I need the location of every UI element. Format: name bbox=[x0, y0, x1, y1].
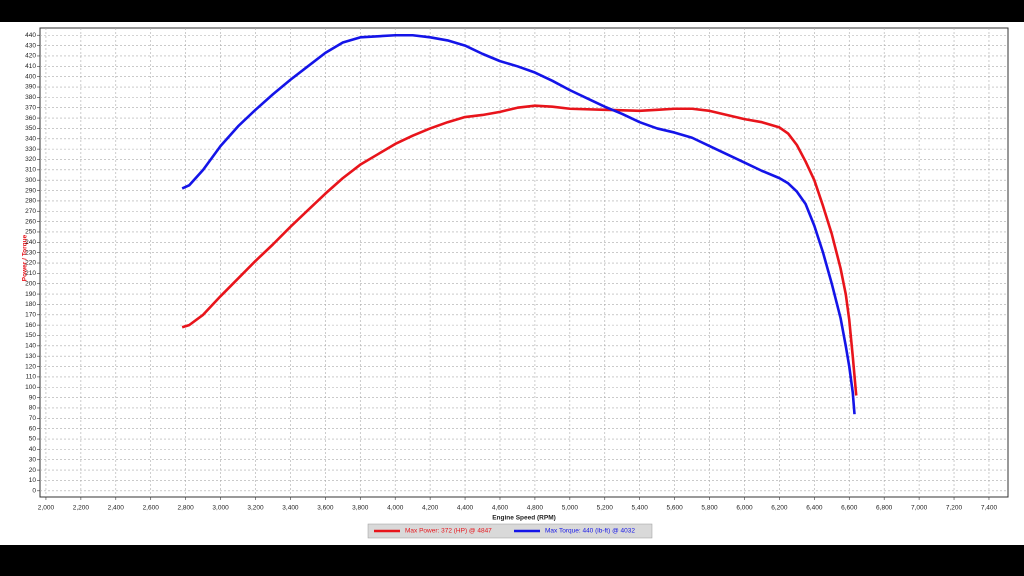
y-tick-label: 390 bbox=[25, 84, 36, 91]
y-tick-label: 200 bbox=[25, 280, 36, 287]
x-tick-label: 7,400 bbox=[981, 505, 998, 512]
x-tick-label: 2,800 bbox=[178, 505, 195, 512]
x-tick-label: 2,000 bbox=[38, 505, 55, 512]
x-tick-label: 7,000 bbox=[911, 505, 928, 512]
y-tick-label: 250 bbox=[25, 229, 36, 236]
y-tick-label: 240 bbox=[25, 239, 36, 246]
y-tick-label: 40 bbox=[29, 446, 37, 453]
x-tick-label: 5,600 bbox=[666, 505, 683, 512]
x-tick-label: 3,600 bbox=[317, 505, 334, 512]
y-tick-label: 410 bbox=[25, 63, 36, 70]
y-tick-label: 420 bbox=[25, 53, 36, 60]
y-tick-label: 0 bbox=[32, 488, 36, 495]
x-tick-label: 4,600 bbox=[492, 505, 509, 512]
x-tick-label: 6,200 bbox=[771, 505, 788, 512]
x-tick-label: 2,400 bbox=[108, 505, 125, 512]
y-tick-label: 220 bbox=[25, 260, 36, 267]
x-tick-label: 2,200 bbox=[73, 505, 90, 512]
y-tick-label: 400 bbox=[25, 73, 36, 80]
y-tick-label: 290 bbox=[25, 187, 36, 194]
y-tick-label: 120 bbox=[25, 363, 36, 370]
legend bbox=[367, 523, 653, 539]
x-tick-label: 3,000 bbox=[212, 505, 229, 512]
y-tick-label: 180 bbox=[25, 301, 36, 308]
y-tick-label: 270 bbox=[25, 208, 36, 215]
x-tick-label: 6,400 bbox=[806, 505, 823, 512]
y-tick-label: 10 bbox=[29, 477, 37, 484]
x-tick-label: 4,200 bbox=[422, 505, 439, 512]
y-tick-label: 100 bbox=[25, 384, 36, 391]
y-tick-label: 350 bbox=[25, 125, 36, 132]
y-tick-label: 190 bbox=[25, 291, 36, 298]
x-tick-label: 4,000 bbox=[387, 505, 404, 512]
y-tick-label: 440 bbox=[25, 32, 36, 39]
x-tick-label: 7,200 bbox=[946, 505, 963, 512]
plot-area bbox=[39, 27, 1009, 498]
x-tick-label: 6,000 bbox=[736, 505, 753, 512]
y-tick-label: 90 bbox=[29, 394, 37, 401]
y-tick-label: 20 bbox=[29, 467, 37, 474]
x-tick-label: 5,800 bbox=[701, 505, 718, 512]
x-tick-label: 5,000 bbox=[562, 505, 579, 512]
x-tick-label: 6,600 bbox=[841, 505, 858, 512]
x-tick-label: 4,400 bbox=[457, 505, 474, 512]
legend-label: Max Power: 372 (HP) @ 4847 bbox=[405, 528, 492, 535]
y-tick-label: 330 bbox=[25, 146, 36, 153]
y-tick-label: 380 bbox=[25, 94, 36, 101]
x-tick-label: 2,600 bbox=[143, 505, 160, 512]
legend-label: Max Torque: 440 (lb-ft) @ 4032 bbox=[545, 528, 635, 535]
series-line bbox=[181, 33, 856, 415]
y-tick-label: 150 bbox=[25, 332, 36, 339]
x-tick-label: 3,400 bbox=[282, 505, 299, 512]
y-axis-label: Power / Torque bbox=[22, 234, 29, 281]
y-tick-label: 370 bbox=[25, 104, 36, 111]
y-tick-label: 160 bbox=[25, 322, 36, 329]
y-tick-label: 230 bbox=[25, 249, 36, 256]
y-tick-label: 300 bbox=[25, 177, 36, 184]
x-tick-label: 3,200 bbox=[247, 505, 264, 512]
y-tick-label: 30 bbox=[29, 456, 37, 463]
y-tick-label: 70 bbox=[29, 415, 37, 422]
y-tick-label: 60 bbox=[29, 425, 37, 432]
y-tick-label: 310 bbox=[25, 167, 36, 174]
series-line bbox=[181, 104, 858, 396]
y-tick-label: 170 bbox=[25, 312, 36, 319]
y-tick-label: 360 bbox=[25, 115, 36, 122]
y-tick-label: 80 bbox=[29, 405, 37, 412]
y-tick-label: 50 bbox=[29, 436, 37, 443]
x-tick-label: 5,200 bbox=[597, 505, 614, 512]
y-tick-label: 320 bbox=[25, 156, 36, 163]
x-tick-label: 6,800 bbox=[876, 505, 893, 512]
y-tick-label: 210 bbox=[25, 270, 36, 277]
y-tick-label: 140 bbox=[25, 343, 36, 350]
y-tick-label: 280 bbox=[25, 198, 36, 205]
x-tick-label: 5,400 bbox=[632, 505, 649, 512]
y-tick-label: 110 bbox=[26, 374, 37, 381]
y-tick-label: 340 bbox=[25, 135, 36, 142]
y-tick-label: 130 bbox=[25, 353, 36, 360]
y-tick-label: 430 bbox=[25, 42, 36, 49]
x-axis-label: Engine Speed (RPM) bbox=[492, 515, 556, 522]
x-tick-label: 3,800 bbox=[352, 505, 369, 512]
y-tick-label: 260 bbox=[25, 218, 36, 225]
x-tick-label: 4,800 bbox=[527, 505, 544, 512]
